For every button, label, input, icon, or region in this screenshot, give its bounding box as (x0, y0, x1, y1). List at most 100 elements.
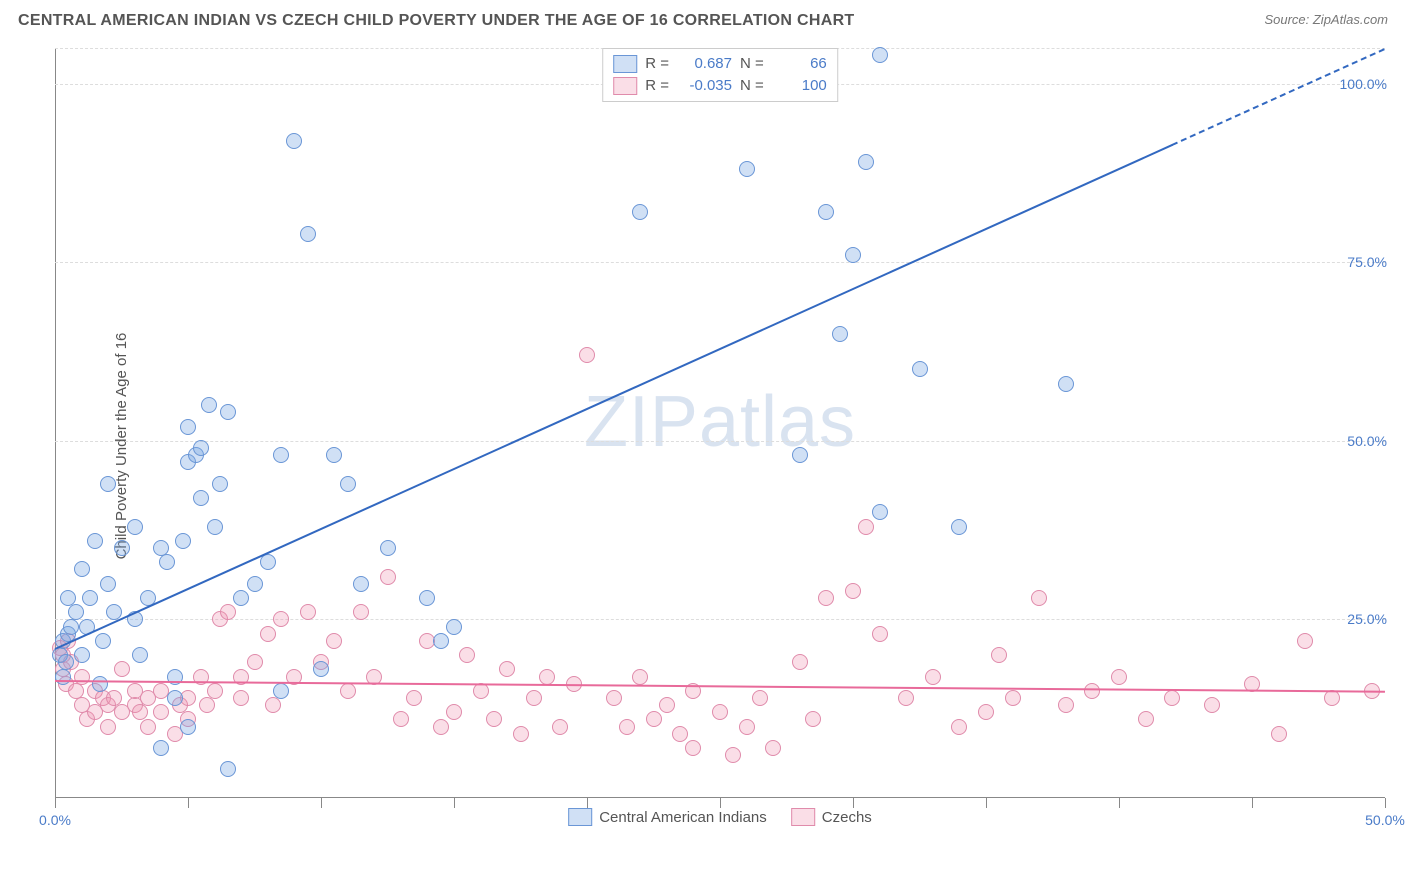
point-series1 (207, 519, 223, 535)
point-series1 (286, 133, 302, 149)
point-series2 (672, 726, 688, 742)
point-series1 (1058, 376, 1074, 392)
point-series1 (247, 576, 263, 592)
point-series2 (459, 647, 475, 663)
trendline-series2 (55, 680, 1385, 693)
point-series2 (1204, 697, 1220, 713)
legend-row: R =-0.035N =100 (613, 75, 827, 97)
point-series1 (100, 576, 116, 592)
point-series1 (792, 447, 808, 463)
point-series2 (233, 690, 249, 706)
point-series2 (646, 711, 662, 727)
point-series1 (201, 397, 217, 413)
point-series1 (739, 161, 755, 177)
x-tick (1385, 798, 1386, 808)
point-series1 (951, 519, 967, 535)
point-series2 (725, 747, 741, 763)
point-series2 (805, 711, 821, 727)
point-series2 (818, 590, 834, 606)
point-series2 (265, 697, 281, 713)
point-series1 (114, 540, 130, 556)
x-tick (321, 798, 322, 808)
point-series1 (100, 476, 116, 492)
point-series2 (220, 604, 236, 620)
point-series1 (273, 447, 289, 463)
point-series2 (406, 690, 422, 706)
point-series2 (792, 654, 808, 670)
point-series2 (247, 654, 263, 670)
x-tick-label: 0.0% (39, 812, 71, 828)
point-series2 (1005, 690, 1021, 706)
point-series2 (260, 626, 276, 642)
x-tick (1252, 798, 1253, 808)
point-series1 (60, 590, 76, 606)
source-label: Source: ZipAtlas.com (1264, 12, 1388, 27)
trendline-series1-dashed (1172, 48, 1386, 146)
series-legend: Central American Indians Czechs (568, 808, 872, 826)
point-series2 (153, 704, 169, 720)
chart-title: CENTRAL AMERICAN INDIAN VS CZECH CHILD P… (18, 12, 855, 30)
point-series1 (260, 554, 276, 570)
point-series2 (925, 669, 941, 685)
x-tick (454, 798, 455, 808)
legend-swatch (791, 808, 815, 826)
point-series2 (340, 683, 356, 699)
point-series1 (63, 619, 79, 635)
plot-canvas: 25.0%50.0%75.0%100.0%0.0%50.0% (55, 48, 1385, 828)
point-series1 (446, 619, 462, 635)
x-tick (188, 798, 189, 808)
point-series2 (978, 704, 994, 720)
point-series2 (739, 719, 755, 735)
point-series2 (326, 633, 342, 649)
point-series2 (1164, 690, 1180, 706)
point-series1 (220, 404, 236, 420)
y-axis (55, 48, 56, 798)
x-tick (853, 798, 854, 808)
point-series2 (1084, 683, 1100, 699)
point-series1 (87, 533, 103, 549)
point-series2 (619, 719, 635, 735)
point-series1 (212, 476, 228, 492)
point-series1 (273, 683, 289, 699)
trendline-series1 (55, 144, 1173, 650)
x-tick-label: 50.0% (1365, 812, 1405, 828)
point-series1 (175, 533, 191, 549)
point-series1 (872, 47, 888, 63)
legend-swatch (568, 808, 592, 826)
point-series1 (326, 447, 342, 463)
point-series1 (300, 226, 316, 242)
point-series1 (55, 669, 71, 685)
point-series2 (513, 726, 529, 742)
point-series2 (606, 690, 622, 706)
point-series1 (632, 204, 648, 220)
point-series2 (1058, 697, 1074, 713)
point-series2 (100, 719, 116, 735)
point-series2 (1111, 669, 1127, 685)
point-series1 (912, 361, 928, 377)
gridline (55, 262, 1385, 263)
point-series1 (872, 504, 888, 520)
point-series2 (1324, 690, 1340, 706)
legend-label: Czechs (822, 809, 872, 826)
point-series2 (140, 719, 156, 735)
x-tick (1119, 798, 1120, 808)
point-series2 (579, 347, 595, 363)
y-tick-label: 25.0% (1347, 611, 1387, 627)
point-series1 (74, 561, 90, 577)
x-tick (720, 798, 721, 808)
point-series2 (951, 719, 967, 735)
point-series2 (380, 569, 396, 585)
point-series2 (1138, 711, 1154, 727)
legend-item: Central American Indians (568, 808, 767, 826)
point-series2 (685, 740, 701, 756)
point-series2 (1271, 726, 1287, 742)
gridline (55, 441, 1385, 442)
y-tick-label: 100.0% (1340, 76, 1387, 92)
point-series2 (1297, 633, 1313, 649)
point-series2 (393, 711, 409, 727)
point-series1 (193, 440, 209, 456)
point-series1 (845, 247, 861, 263)
point-series2 (353, 604, 369, 620)
point-series1 (82, 590, 98, 606)
legend-swatch (613, 77, 637, 95)
